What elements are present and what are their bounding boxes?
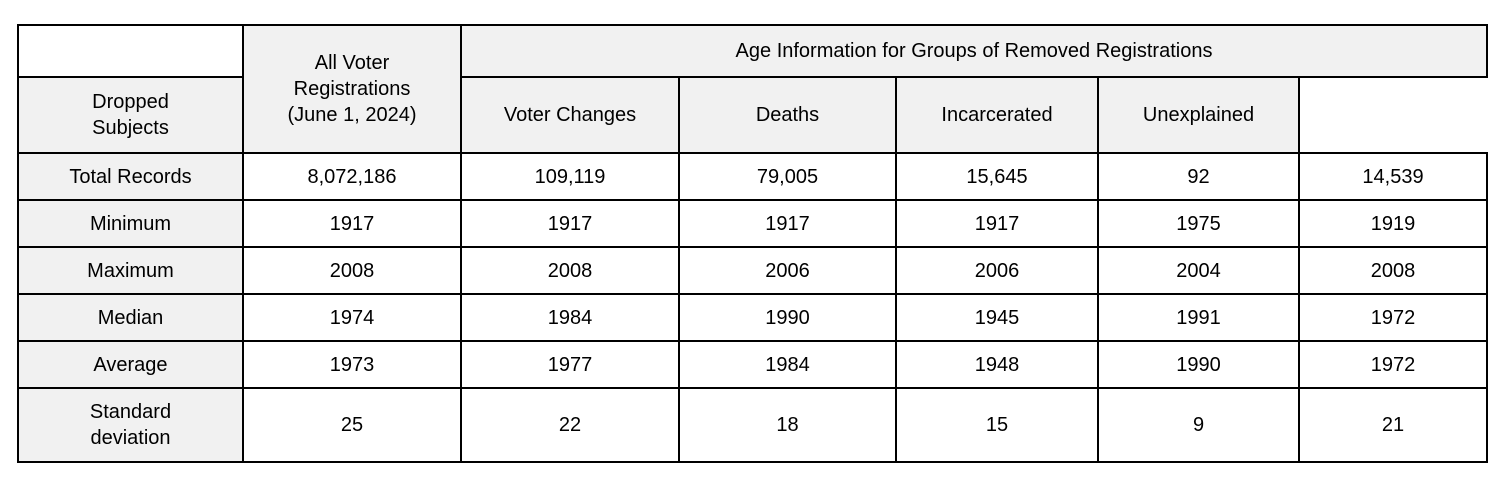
table-row-minimum: Minimum 1917 1917 1917 1917 1975 1919 (17, 199, 1488, 248)
table-cell: 1973 (242, 340, 462, 389)
column-header-incarcerated: Incarcerated (895, 76, 1099, 154)
row-label-average: Average (17, 340, 244, 389)
column-header-all-voter-registrations: All Voter Registrations (June 1, 2024) (242, 24, 462, 154)
corner-spacer (17, 24, 244, 78)
table-cell: 18 (678, 387, 897, 463)
row-label-total-records: Total Records (17, 152, 244, 201)
table-row-average: Average 1973 1977 1984 1948 1990 1972 (17, 340, 1488, 389)
table-row-maximum: Maximum 2008 2008 2006 2006 2004 2008 (17, 246, 1488, 295)
column-header-voter-changes: Voter Changes (460, 76, 680, 154)
table-cell: 1917 (460, 199, 680, 248)
table-cell: 1975 (1097, 199, 1300, 248)
table-cell: 15,645 (895, 152, 1099, 201)
table-cell: 2006 (895, 246, 1099, 295)
table-cell: 1972 (1298, 293, 1488, 342)
table-cell: 8,072,186 (242, 152, 462, 201)
table-row-standard-deviation: Standard deviation 25 22 18 15 9 21 (17, 387, 1488, 463)
table-cell: 1919 (1298, 199, 1488, 248)
group-header-age-information: Age Information for Groups of Removed Re… (460, 24, 1488, 78)
table-cell: 2004 (1097, 246, 1300, 295)
table-cell: 1945 (895, 293, 1099, 342)
table-cell: 1917 (895, 199, 1099, 248)
table-cell: 92 (1097, 152, 1300, 201)
table-cell: 1974 (242, 293, 462, 342)
table-row-median: Median 1974 1984 1990 1945 1991 1972 (17, 293, 1488, 342)
table-cell: 1990 (1097, 340, 1300, 389)
voter-registration-age-table: All Voter Registrations (June 1, 2024) A… (17, 24, 1488, 463)
table-row-total-records: Total Records 8,072,186 109,119 79,005 1… (17, 152, 1488, 201)
table-cell: 2008 (242, 246, 462, 295)
row-label-minimum: Minimum (17, 199, 244, 248)
table-cell: 109,119 (460, 152, 680, 201)
table-cell: 15 (895, 387, 1099, 463)
table-cell: 25 (242, 387, 462, 463)
column-header-unexplained: Unexplained (1097, 76, 1300, 154)
table-cell: 1977 (460, 340, 680, 389)
table-cell: 1917 (242, 199, 462, 248)
column-header-dropped-subjects: Dropped Subjects (17, 76, 244, 154)
table-cell: 1984 (678, 340, 897, 389)
header-row-group: All Voter Registrations (June 1, 2024) A… (17, 24, 1488, 154)
table-cell: 9 (1097, 387, 1300, 463)
table-cell: 21 (1298, 387, 1488, 463)
row-label-standard-deviation: Standard deviation (17, 387, 244, 463)
row-label-median: Median (17, 293, 244, 342)
table-cell: 1984 (460, 293, 680, 342)
table-cell: 1991 (1097, 293, 1300, 342)
table-cell: 1990 (678, 293, 897, 342)
table-cell: 14,539 (1298, 152, 1488, 201)
table-cell: 22 (460, 387, 680, 463)
table-cell: 1948 (895, 340, 1099, 389)
table-cell: 2008 (1298, 246, 1488, 295)
table-cell: 79,005 (678, 152, 897, 201)
table-cell: 1917 (678, 199, 897, 248)
header-row-subcolumns: Dropped Subjects Voter Changes Deaths In… (17, 76, 1487, 154)
row-label-maximum: Maximum (17, 246, 244, 295)
table-cell: 2006 (678, 246, 897, 295)
table-cell: 1972 (1298, 340, 1488, 389)
table-cell: 2008 (460, 246, 680, 295)
column-header-deaths: Deaths (678, 76, 897, 154)
